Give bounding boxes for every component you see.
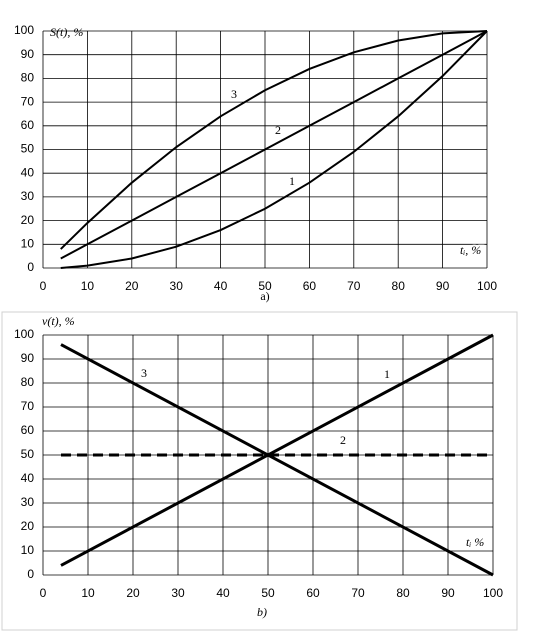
y-tick-label: 90 xyxy=(21,47,35,61)
x-tick-label: 10 xyxy=(81,279,95,293)
x-tick-label: 80 xyxy=(396,586,410,600)
y-tick-label: 20 xyxy=(21,519,35,533)
x-tick-label: 100 xyxy=(483,586,503,600)
y-axis-label: v(t), % xyxy=(42,314,75,328)
caption: b) xyxy=(257,605,267,619)
y-tick-label: 60 xyxy=(21,423,35,437)
y-tick-label: 100 xyxy=(14,23,34,37)
x-tick-label: 90 xyxy=(436,279,450,293)
x-tick-label: 30 xyxy=(170,279,184,293)
x-tick-label: 70 xyxy=(351,586,365,600)
series-line xyxy=(60,343,494,577)
x-tick-label: 60 xyxy=(303,279,317,293)
series-label: 2 xyxy=(275,123,281,137)
y-tick-label: 60 xyxy=(21,118,35,132)
y-tick-label: 100 xyxy=(14,327,34,341)
x-tick-label: 40 xyxy=(216,586,230,600)
series-label: 2 xyxy=(340,433,346,447)
caption: a) xyxy=(260,289,269,303)
x-tick-label: 20 xyxy=(125,279,139,293)
x-tick-label: 20 xyxy=(126,586,140,600)
y-tick-label: 30 xyxy=(21,189,35,203)
y-tick-label: 0 xyxy=(27,567,34,581)
y-tick-label: 90 xyxy=(21,351,35,365)
y-axis-label: S(t), % xyxy=(50,25,83,39)
series-line xyxy=(60,30,488,250)
y-tick-label: 70 xyxy=(21,399,35,413)
x-tick-label: 0 xyxy=(40,279,47,293)
x-tick-label: 50 xyxy=(261,586,275,600)
x-tick-label: 40 xyxy=(214,279,228,293)
panel-border xyxy=(1,311,518,631)
series-line xyxy=(60,30,488,269)
y-tick-label: 70 xyxy=(21,94,35,108)
y-tick-label: 40 xyxy=(21,471,35,485)
y-tick-label: 20 xyxy=(21,213,35,227)
x-tick-label: 10 xyxy=(81,586,95,600)
x-tick-label: 60 xyxy=(306,586,320,600)
x-tick-label: 100 xyxy=(477,279,497,293)
x-axis-label: tᵢ % xyxy=(466,535,484,549)
y-tick-label: 50 xyxy=(21,142,35,156)
y-tick-label: 40 xyxy=(21,165,35,179)
series-label: 1 xyxy=(289,174,295,188)
x-tick-label: 90 xyxy=(441,586,455,600)
y-tick-label: 80 xyxy=(21,375,35,389)
x-axis-label: tᵢ, % xyxy=(460,243,481,257)
x-tick-label: 0 xyxy=(40,586,47,600)
series-label: 3 xyxy=(141,366,147,380)
y-tick-label: 10 xyxy=(21,236,35,250)
y-tick-label: 80 xyxy=(21,71,35,85)
y-tick-label: 10 xyxy=(21,543,35,557)
y-tick-label: 50 xyxy=(21,447,35,461)
series-label: 1 xyxy=(384,367,390,381)
x-tick-label: 70 xyxy=(347,279,361,293)
y-tick-label: 0 xyxy=(27,260,34,274)
x-tick-label: 30 xyxy=(171,586,185,600)
series-line xyxy=(60,333,494,567)
x-tick-label: 50 xyxy=(258,279,272,293)
x-tick-label: 80 xyxy=(392,279,406,293)
series-line xyxy=(60,30,488,260)
series-label: 3 xyxy=(231,87,237,101)
y-tick-label: 30 xyxy=(21,495,35,509)
